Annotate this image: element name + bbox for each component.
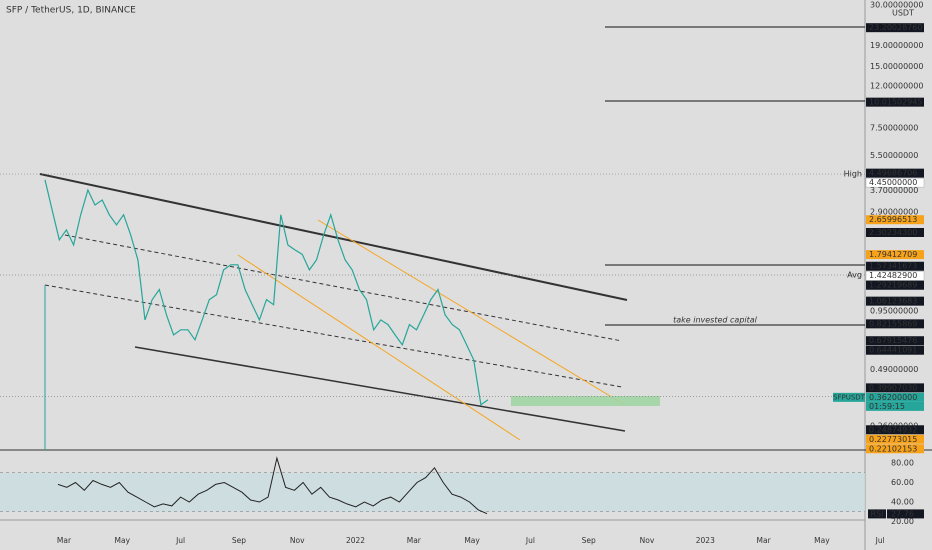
price-label: 1.79412709 <box>869 250 917 259</box>
symbol-tag: SFPUSDT <box>833 393 866 401</box>
price-label: 0.36200000 <box>869 393 917 402</box>
price-label-box <box>866 168 924 178</box>
time-label: Jul <box>875 536 885 545</box>
price-label-box <box>865 177 925 188</box>
time-label: May <box>814 536 830 545</box>
price-tick-label: 0.49000000 <box>870 365 918 374</box>
price-label-box <box>866 392 924 402</box>
price-label-box <box>866 383 924 393</box>
price-label: 0.22773015 <box>869 435 917 444</box>
time-label: Sep <box>232 536 246 545</box>
price-tick-label: 3.70000000 <box>870 186 918 195</box>
time-label: Mar <box>757 536 772 545</box>
price-label-box <box>866 250 924 260</box>
price-label: 1.57341673 <box>869 262 917 271</box>
price-label-box <box>866 280 924 290</box>
price-label: 0.67915476 <box>869 336 917 345</box>
price-label-box <box>866 296 924 306</box>
price-line <box>44 179 489 406</box>
time-label: Jul <box>525 536 535 545</box>
price-label: 0.82155869 <box>869 319 917 328</box>
symbol-title: SFP / TetherUS, 1D, BINANCE <box>6 6 136 16</box>
price-label: 0.39907030 <box>869 383 917 392</box>
level-tag: High <box>844 170 862 179</box>
rsi-last: 27.76 <box>891 509 914 518</box>
time-label: Nov <box>640 536 655 545</box>
rsi-tick-label: 20.00 <box>891 517 914 526</box>
countdown: 01:59:15 <box>869 402 905 411</box>
rsi-tick-label: 60.00 <box>891 478 914 487</box>
price-tick-label: 12.00000000 <box>870 82 923 91</box>
price-label: 4.45000000 <box>869 178 917 187</box>
price-tick-label: 5.50000000 <box>870 151 918 160</box>
price-label: 1.06123683 <box>869 297 917 306</box>
rsi-tick-label: 40.00 <box>891 497 914 506</box>
level-tag: Avg <box>847 271 862 280</box>
rsi-tick-label: 80.00 <box>891 458 914 467</box>
price-tick-label: 2.90000000 <box>870 208 918 217</box>
rsi-name: RSI <box>871 509 884 518</box>
price-label-box <box>866 97 924 107</box>
time-label: Sep <box>582 536 596 545</box>
symbol-tag-box <box>833 392 865 402</box>
price-label-box <box>866 215 924 225</box>
price-tick-label: 7.50000000 <box>870 123 918 132</box>
price-label: 0.24874932 <box>869 425 917 434</box>
price-label-box <box>866 261 924 271</box>
time-label: Jul <box>175 536 185 545</box>
price-label-box <box>866 425 924 435</box>
price-label: 0.64441091 <box>869 346 917 355</box>
time-label: May <box>115 536 131 545</box>
price-label-box <box>866 434 924 444</box>
price-tick-label: 15.00000000 <box>870 62 923 71</box>
time-label: Mar <box>57 536 72 545</box>
price-label-box <box>866 23 924 33</box>
annotation: take invested capital <box>673 316 758 325</box>
price-label-box <box>866 336 924 346</box>
trend-line <box>317 219 626 406</box>
target-zone <box>511 396 660 406</box>
price-label: 2.65996513 <box>869 215 917 224</box>
time-label: 2023 <box>696 536 715 545</box>
price-label: 10.01502945 <box>869 98 922 107</box>
trend-line <box>134 346 626 432</box>
price-tick-label: 0.95000000 <box>870 306 918 315</box>
price-label: 23.20028760 <box>869 23 922 32</box>
drawings <box>39 26 865 450</box>
price-tick-label: 19.00000000 <box>870 41 923 50</box>
time-label: 2022 <box>346 536 365 545</box>
price-label-box <box>866 444 924 454</box>
rsi-name-box <box>868 509 886 519</box>
rsi-last-box <box>887 509 924 519</box>
price-label: 0.22102153 <box>869 444 917 453</box>
trend-line <box>39 173 628 301</box>
price-tick-label: 30.00000000 <box>870 0 923 9</box>
price-label: 2.30234300 <box>869 228 917 237</box>
trend-line <box>237 254 521 441</box>
price-label: 1.29219689 <box>869 281 917 290</box>
currency: USDT <box>892 9 914 18</box>
price-label-box <box>866 319 924 329</box>
trend-line <box>64 234 623 342</box>
price-label: 1.42482900 <box>869 271 917 280</box>
price-label: 4.49686706 <box>869 169 917 178</box>
rsi-line <box>57 456 488 515</box>
time-label: Nov <box>290 536 305 545</box>
countdown-box <box>866 401 924 411</box>
rsi-band <box>0 472 865 512</box>
price-label-box <box>866 227 924 237</box>
time-label: Mar <box>407 536 422 545</box>
price-label-box <box>865 270 925 281</box>
time-label: May <box>464 536 480 545</box>
price-label-box <box>866 345 924 355</box>
